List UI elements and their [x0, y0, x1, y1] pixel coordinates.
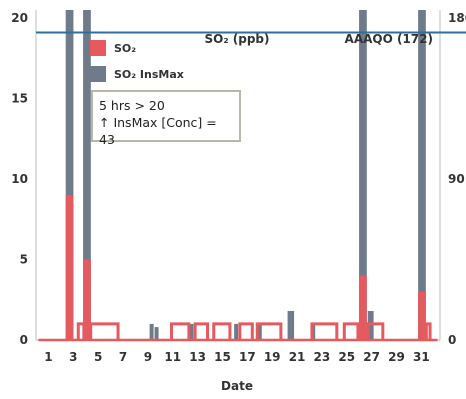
y2-tick-label-0: 0 — [448, 333, 456, 347]
x-tick-label-13: 27 — [363, 350, 380, 364]
legend-item-so2-insmax: SO₂ InsMax — [90, 66, 184, 82]
legend-label-so2: SO₂ — [114, 41, 137, 55]
so2-plateau-6 — [255, 322, 283, 340]
so2-plateau-4 — [212, 322, 232, 340]
x-tick-label-12: 25 — [338, 350, 355, 364]
x-tick-label-10: 21 — [289, 350, 306, 364]
so2-plateau-8 — [342, 322, 360, 340]
y-tick-label-4: 20 — [11, 11, 28, 25]
so2-plateau-7 — [310, 322, 339, 340]
x-tick-label-6: 13 — [189, 350, 206, 364]
chart-subtitle: AAAQO (172) — [345, 32, 433, 46]
chart-title: SO₂ (ppb) — [204, 32, 269, 46]
legend-swatch-so2 — [90, 40, 106, 56]
x-tick-label-11: 23 — [314, 350, 331, 364]
x-tick-label-8: 17 — [239, 350, 256, 364]
insmax-bar-8 — [189, 323, 194, 340]
insmax-bar-11 — [287, 311, 292, 340]
so2-plateau-5 — [238, 322, 254, 340]
insmax-bar-12 — [290, 311, 295, 340]
x-tick-label-1: 3 — [69, 350, 77, 364]
so2-plateau-2 — [169, 322, 191, 340]
y-tick-label-1: 5 — [20, 253, 28, 267]
x-axis-title: Date — [221, 379, 253, 393]
y-tick-label-0: 0 — [20, 333, 28, 347]
plot-area — [36, 10, 440, 340]
x-tick-label-14: 29 — [388, 350, 405, 364]
so2-plateau-1 — [89, 322, 120, 340]
insmax-bar-21 — [421, 10, 426, 340]
x-tick-label-3: 7 — [119, 350, 127, 364]
x-tick-label-0: 1 — [44, 350, 52, 364]
so2-plateau-10 — [424, 322, 432, 340]
insmax-bar-2 — [69, 10, 74, 340]
y2-tick-label-1: 90 — [448, 172, 465, 186]
exceedance-annotation-box: 5 hrs > 20 ↑ InsMax [Conc] = 43 — [91, 90, 241, 147]
y-tick-label-3: 15 — [11, 92, 28, 106]
x-tick-label-2: 5 — [94, 350, 102, 364]
so2-bar-11 — [421, 291, 426, 340]
insmax-bar-7 — [154, 327, 159, 340]
so2-bar-2 — [69, 195, 74, 340]
so2-plateau-3 — [193, 322, 210, 340]
x-tick-label-15: 31 — [413, 350, 430, 364]
so2-bar-5 — [86, 259, 91, 340]
legend: SO₂ SO₂ InsMax — [90, 40, 184, 92]
legend-swatch-so2-insmax — [90, 66, 106, 82]
y2-tick-label-2: 180 — [448, 11, 466, 25]
insmax-bar-16 — [362, 10, 367, 340]
so2-plateau-9 — [366, 322, 385, 340]
y-tick-label-2: 10 — [11, 172, 28, 186]
x-tick-label-7: 15 — [214, 350, 231, 364]
legend-label-so2-insmax: SO₂ InsMax — [114, 67, 184, 81]
insmax-bar-6 — [149, 323, 154, 340]
insmax-bar-10 — [257, 323, 262, 340]
annotation-line-hours: 5 hrs > 20 — [99, 98, 165, 113]
x-tick-label-9: 19 — [264, 350, 281, 364]
so2-plateau-0 — [76, 322, 86, 340]
insmax-bar-9 — [234, 323, 239, 340]
insmax-bar-5 — [86, 10, 91, 340]
insmax-bar-18 — [369, 311, 374, 340]
x-tick-label-5: 11 — [164, 350, 181, 364]
legend-item-so2: SO₂ — [90, 40, 184, 56]
so2-bar-8 — [362, 275, 367, 340]
annotation-line-insmax: ↑ InsMax [Conc] = 43 — [99, 115, 217, 147]
x-tick-label-4: 9 — [144, 350, 152, 364]
